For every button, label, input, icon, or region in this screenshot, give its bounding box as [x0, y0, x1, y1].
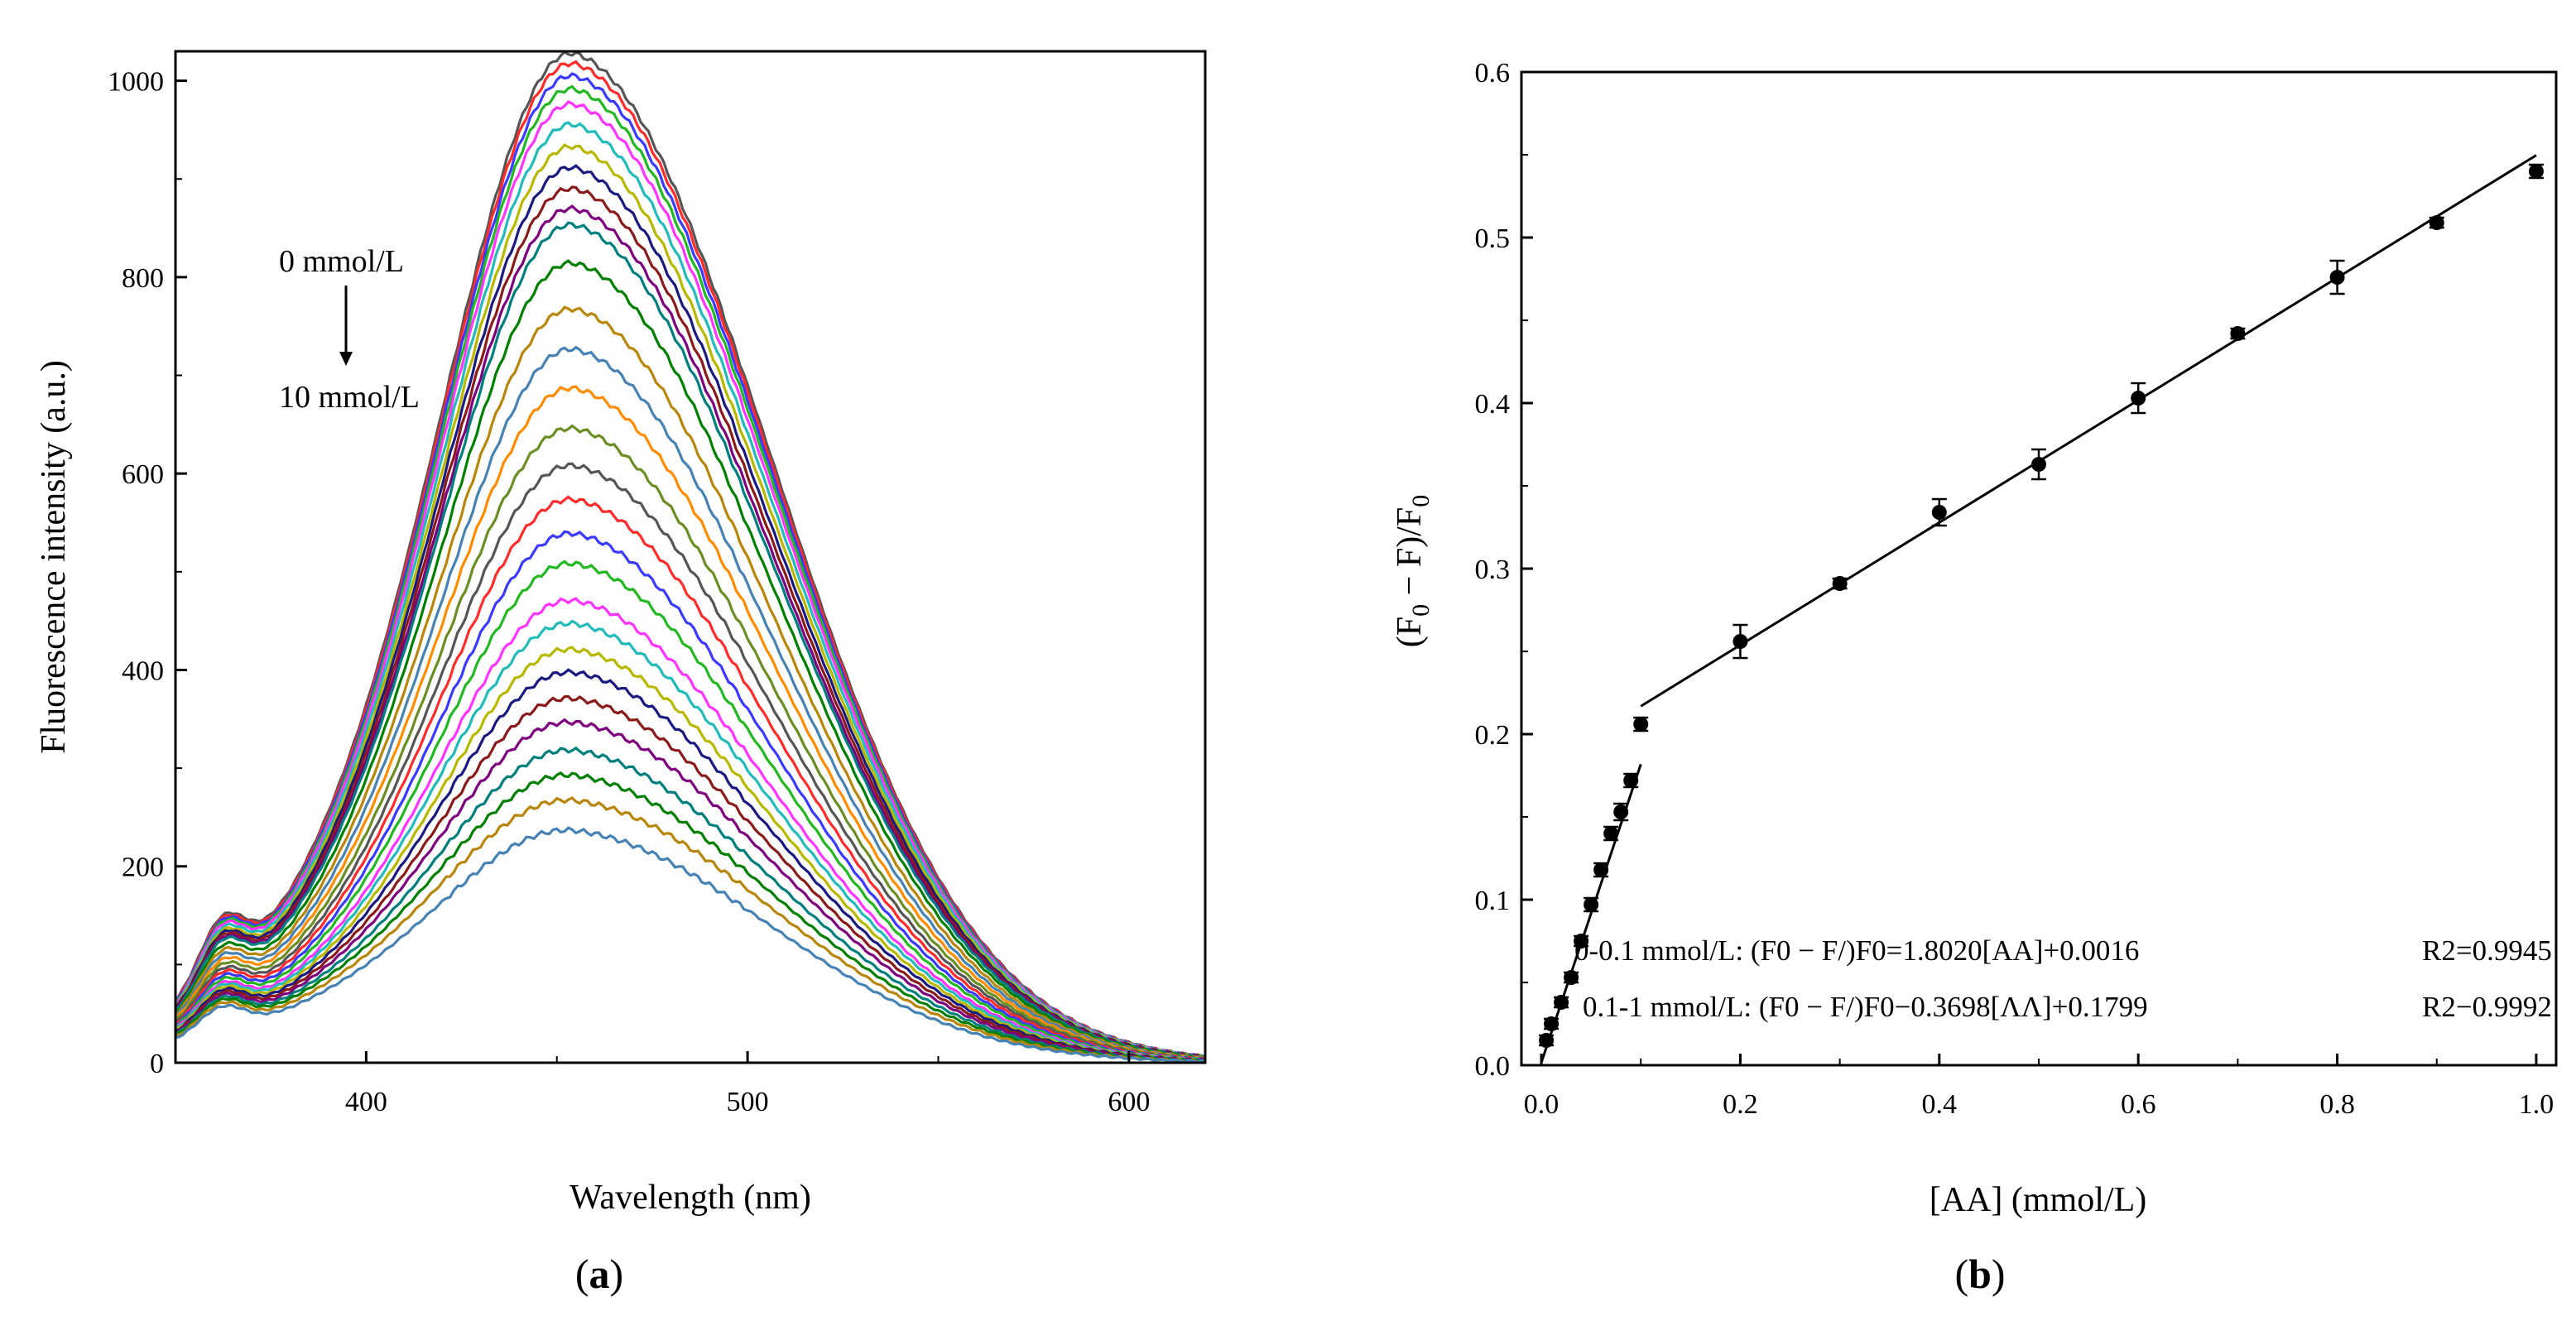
data-point	[1584, 897, 1599, 912]
panel-b: 0.0 0.2 0.4 0.6 0.8 1.0 0.0 0.1 0.2 0.3 0.4 0.5 0.6…	[1391, 58, 2558, 1297]
data-point	[2329, 270, 2345, 285]
y-axis-title-b: (F0 − F)/F0	[1391, 495, 1435, 647]
annotation-0-mmol: 0 mmol/L	[279, 244, 404, 279]
spectrum-line	[174, 718, 1206, 1064]
data-point	[1733, 634, 1748, 649]
x-tick-label: 400	[345, 1087, 387, 1117]
fit-equation-2: 0.1-1 mmol/L: (F0 − F/)F0−0.3698[ΛΛ]+0.1…	[1583, 991, 2148, 1023]
panel-a: 400 500 600 0 200 400 600 800 1000 Wavelength (…	[35, 50, 1207, 1297]
data-point	[1593, 862, 1609, 877]
x-axis-ticks-a: 400 500 600	[175, 1051, 1150, 1117]
annotation-10-mmol: 10 mmol/L	[279, 380, 420, 415]
y-tick-label: 200	[122, 853, 164, 883]
data-point	[2031, 457, 2046, 472]
data-point	[1832, 576, 1848, 591]
data-point	[1603, 826, 1619, 841]
spectrum-line	[175, 668, 1206, 1063]
data-point	[2131, 391, 2146, 406]
y-tick-label: 400	[122, 656, 164, 686]
x-tick-label: 0.6	[2121, 1089, 2156, 1120]
spectrum-line	[174, 221, 1206, 1059]
data-point	[1623, 773, 1639, 788]
spectrum-line	[175, 694, 1206, 1063]
panel-label-b: (b)	[1954, 1251, 2005, 1297]
spectrum-line	[174, 143, 1206, 1059]
fit-r2-1: R2=0.9945	[2422, 934, 2552, 967]
spectrum-line	[175, 259, 1206, 1059]
spectrum-line	[174, 345, 1206, 1061]
fit-lines	[1540, 154, 2537, 1064]
data-point	[1564, 970, 1579, 985]
y-tick-label: 0.1	[1475, 886, 1511, 916]
x-axis-title-b: [AA] (mmol/L)	[1930, 1181, 2146, 1219]
data-point	[1633, 717, 1649, 732]
y-tick-label: 0.2	[1475, 720, 1511, 751]
y-tick-label: 0.4	[1475, 389, 1511, 420]
y-tick-label: 800	[122, 263, 164, 294]
spectrum-line	[174, 385, 1206, 1061]
spectrum-line	[174, 424, 1206, 1061]
y-tick-label: 600	[122, 459, 164, 490]
x-tick-label: 500	[727, 1087, 769, 1117]
data-point	[2230, 326, 2246, 341]
data-points	[1539, 163, 2544, 1048]
data-point	[1539, 1033, 1555, 1048]
fit-equation-1: 0-0.1 mmol/L: (F0 − F/)F0=1.8020[AA]+0.0…	[1574, 934, 2139, 967]
y-axis-ticks-b: 0.0 0.1 0.2 0.3 0.4 0.5 0.6	[1475, 58, 1533, 1082]
y-axis-ticks-a: 0 200 400 600 800 1000	[108, 67, 187, 1079]
y-tick-label: 0.3	[1475, 555, 1511, 585]
trend-arrow-head-icon	[339, 352, 353, 366]
spectra-curves	[174, 50, 1206, 1064]
data-point	[1554, 995, 1569, 1010]
spectrum-line	[175, 495, 1206, 1061]
data-point	[1931, 505, 1947, 520]
spectrum-line	[175, 646, 1206, 1063]
y-tick-label: 0.5	[1475, 223, 1511, 254]
data-point	[1613, 804, 1629, 819]
spectrum-line	[175, 462, 1206, 1061]
y-tick-label: 0	[150, 1049, 164, 1079]
spectrum-line	[175, 826, 1206, 1064]
x-axis-ticks-b: 0.0 0.2 0.4 0.6 0.8 1.0	[1524, 1054, 2554, 1120]
x-tick-label: 0.8	[2319, 1089, 2355, 1120]
spectrum-line	[174, 100, 1206, 1059]
fit-line	[1640, 154, 2537, 708]
data-point	[2429, 215, 2444, 230]
spectrum-line	[174, 305, 1206, 1060]
spectrum-line	[174, 560, 1206, 1062]
spectrum-line	[175, 530, 1206, 1062]
panel-label-a: (a)	[575, 1251, 623, 1297]
x-tick-label: 0.0	[1524, 1089, 1560, 1120]
fit-r2-2: R2−0.9992	[2422, 991, 2552, 1023]
spectrum-line	[174, 121, 1206, 1059]
data-point	[1574, 934, 1589, 949]
y-tick-label: 0.0	[1475, 1051, 1511, 1082]
x-tick-label: 1.0	[2519, 1089, 2554, 1120]
x-tick-label: 0.4	[1922, 1089, 1958, 1120]
y-tick-label: 0.6	[1475, 58, 1511, 89]
x-axis-title-a: Wavelength (nm)	[570, 1179, 811, 1217]
y-axis-title-a: Fluorescence intensity (a.u.)	[35, 360, 73, 754]
y-tick-label: 1000	[108, 67, 164, 98]
spectrum-line	[174, 746, 1206, 1063]
x-tick-label: 0.2	[1723, 1089, 1758, 1120]
data-point	[2528, 164, 2544, 179]
x-tick-label: 600	[1108, 1087, 1150, 1117]
plot-frame-b	[1520, 70, 2558, 1067]
plot-frame-a	[174, 50, 1207, 1064]
data-point	[1544, 1016, 1560, 1031]
